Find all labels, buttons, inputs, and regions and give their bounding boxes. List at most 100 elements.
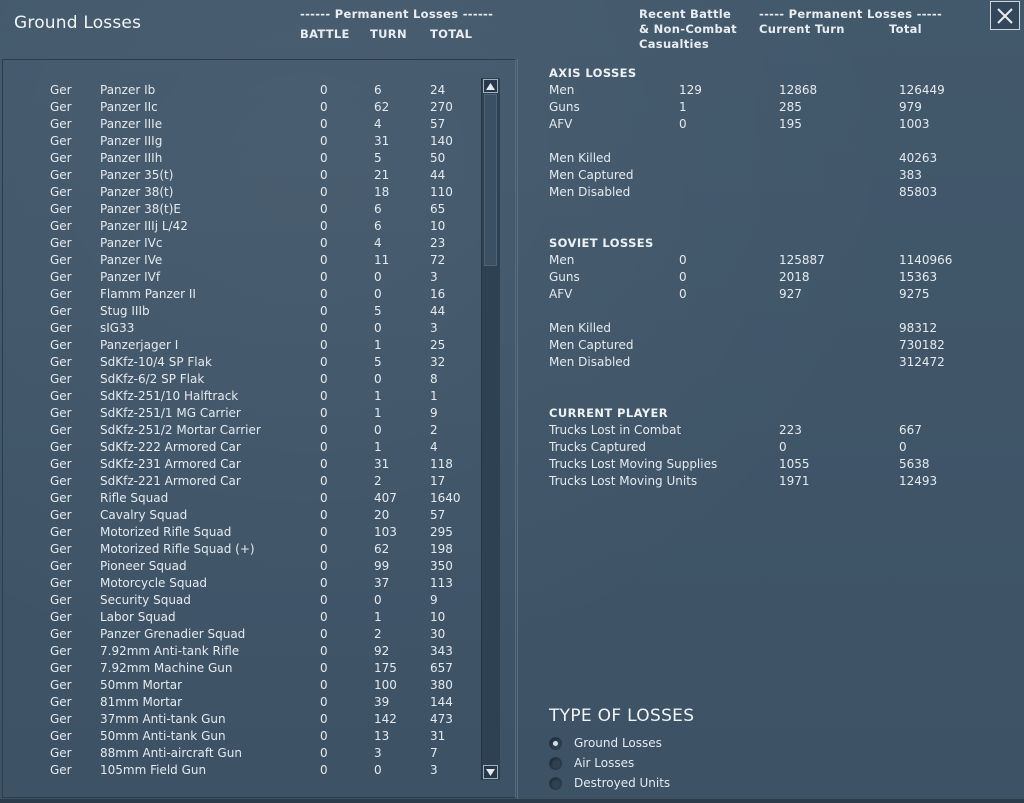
unit-turn-losses: 13	[374, 729, 390, 743]
scroll-thumb[interactable]	[484, 94, 497, 266]
unit-row[interactable]: Ger Panzer IVc 0 4 23	[2, 235, 482, 252]
unit-name: 37mm Anti-tank Gun	[100, 712, 226, 726]
unit-row[interactable]: Ger Motorized Rifle Squad 0 103 295	[2, 524, 482, 541]
unit-total-losses: 144	[430, 695, 453, 709]
detail-label: Men Killed	[549, 321, 612, 335]
unit-row[interactable]: Ger 81mm Mortar 0 39 144	[2, 694, 482, 711]
unit-battle-losses: 0	[320, 474, 328, 488]
unit-turn-losses: 1	[374, 389, 382, 403]
unit-row[interactable]: Ger SdKfz-251/1 MG Carrier 0 1 9	[2, 405, 482, 422]
truck-loss-label: Trucks Lost Moving Supplies	[549, 457, 718, 471]
unit-nation: Ger	[50, 678, 72, 692]
unit-name: Flamm Panzer II	[100, 287, 196, 301]
unit-row[interactable]: Ger Panzer 35(t) 0 21 44	[2, 167, 482, 184]
unit-total-losses: 295	[430, 525, 453, 539]
unit-battle-losses: 0	[320, 83, 328, 97]
unit-battle-losses: 0	[320, 219, 328, 233]
unit-row[interactable]: Ger Panzer IIIh 0 5 50	[2, 150, 482, 167]
radio-destroyed-units[interactable]: Destroyed Units	[549, 774, 749, 792]
unit-row[interactable]: Ger Motorized Rifle Squad (+) 0 62 198	[2, 541, 482, 558]
radio-button-icon[interactable]	[549, 737, 562, 750]
unit-row[interactable]: Ger 7.92mm Machine Gun 0 175 657	[2, 660, 482, 677]
loss-category: Men	[549, 83, 575, 97]
unit-name: Panzer IIIh	[100, 151, 163, 165]
unit-row[interactable]: Ger SdKfz-251/10 Halftrack 0 1 1	[2, 388, 482, 405]
unit-row[interactable]: Ger Panzerjager I 0 1 25	[2, 337, 482, 354]
unit-row[interactable]: Ger Security Squad 0 0 9	[2, 592, 482, 609]
recent-casualties: 0	[679, 117, 687, 131]
unit-row[interactable]: Ger Motorcycle Squad 0 37 113	[2, 575, 482, 592]
unit-row[interactable]: Ger 105mm Field Gun 0 0 3	[2, 762, 482, 779]
unit-turn-losses: 62	[374, 542, 390, 556]
unit-total-losses: 65	[430, 202, 446, 216]
unit-row[interactable]: Ger Pioneer Squad 0 99 350	[2, 558, 482, 575]
unit-row[interactable]: Ger Panzer 38(t) 0 18 110	[2, 184, 482, 201]
unit-total-losses: 3	[430, 763, 438, 777]
unit-total-losses: 16	[430, 287, 446, 301]
truck-loss-current: 223	[779, 423, 802, 437]
unit-name: Panzer IIc	[100, 100, 158, 114]
unit-row[interactable]: Ger Panzer IIc 0 62 270	[2, 99, 482, 116]
unit-name: SdKfz-221 Armored Car	[100, 474, 241, 488]
truck-loss-total: 667	[899, 423, 922, 437]
loss-category: Guns	[549, 270, 580, 284]
unit-row[interactable]: Ger SdKfz-222 Armored Car 0 1 4	[2, 439, 482, 456]
unit-row[interactable]: Ger sIG33 0 0 3	[2, 320, 482, 337]
unit-row[interactable]: Ger 7.92mm Anti-tank Rifle 0 92 343	[2, 643, 482, 660]
unit-row[interactable]: Ger SdKfz-10/4 SP Flak 0 5 32	[2, 354, 482, 371]
unit-row[interactable]: Ger Labor Squad 0 1 10	[2, 609, 482, 626]
unit-name: 50mm Anti-tank Gun	[100, 729, 226, 743]
unit-battle-losses: 0	[320, 389, 328, 403]
unit-row[interactable]: Ger Panzer IIIg 0 31 140	[2, 133, 482, 150]
unit-row[interactable]: Ger Panzer IVf 0 0 3	[2, 269, 482, 286]
scroll-down-button[interactable]	[483, 765, 498, 779]
close-button[interactable]	[990, 1, 1020, 30]
unit-battle-losses: 0	[320, 457, 328, 471]
unit-nation: Ger	[50, 627, 72, 641]
unit-nation: Ger	[50, 457, 72, 471]
unit-row[interactable]: Ger 50mm Anti-tank Gun 0 13 31	[2, 728, 482, 745]
unit-total-losses: 25	[430, 338, 446, 352]
unit-turn-losses: 103	[374, 525, 397, 539]
unit-nation: Ger	[50, 151, 72, 165]
unit-row[interactable]: Ger 37mm Anti-tank Gun 0 142 473	[2, 711, 482, 728]
scroll-up-button[interactable]	[483, 79, 498, 93]
unit-battle-losses: 0	[320, 542, 328, 556]
unit-name: Panzer Ib	[100, 83, 156, 97]
col-turn-header: TURN	[370, 27, 407, 41]
unit-row[interactable]: Ger SdKfz-231 Armored Car 0 31 118	[2, 456, 482, 473]
unit-row[interactable]: Ger Panzer IVe 0 11 72	[2, 252, 482, 269]
unit-total-losses: 44	[430, 168, 446, 182]
unit-name: Panzer 35(t)	[100, 168, 174, 182]
unit-turn-losses: 1	[374, 406, 382, 420]
unit-total-losses: 9	[430, 406, 438, 420]
unit-turn-losses: 20	[374, 508, 390, 522]
unit-list-scrollbar[interactable]	[481, 78, 500, 780]
unit-row[interactable]: Ger SdKfz-221 Armored Car 0 2 17	[2, 473, 482, 490]
unit-row[interactable]: Ger Panzer Ib 0 6 24	[2, 82, 482, 99]
unit-row[interactable]: Ger Flamm Panzer II 0 0 16	[2, 286, 482, 303]
radio-ground-losses[interactable]: Ground Losses	[549, 734, 749, 752]
radio-button-icon[interactable]	[549, 757, 562, 770]
unit-row[interactable]: Ger SdKfz-6/2 SP Flak 0 0 8	[2, 371, 482, 388]
unit-turn-losses: 6	[374, 83, 382, 97]
col-current-turn-header: Current Turn	[759, 22, 845, 36]
unit-row[interactable]: Ger Panzer IIIj L/42 0 6 10	[2, 218, 482, 235]
total-losses: 979	[899, 100, 922, 114]
unit-row[interactable]: Ger 50mm Mortar 0 100 380	[2, 677, 482, 694]
total-losses: 15363	[899, 270, 938, 284]
unit-battle-losses: 0	[320, 440, 328, 454]
radio-air-losses[interactable]: Air Losses	[549, 754, 749, 772]
unit-row[interactable]: Ger Rifle Squad 0 407 1640	[2, 490, 482, 507]
unit-row[interactable]: Ger 88mm Anti-aircraft Gun 0 3 7	[2, 745, 482, 762]
unit-row[interactable]: Ger Stug IIIb 0 5 44	[2, 303, 482, 320]
unit-row[interactable]: Ger Panzer IIIe 0 4 57	[2, 116, 482, 133]
unit-row[interactable]: Ger Cavalry Squad 0 20 57	[2, 507, 482, 524]
radio-button-icon[interactable]	[549, 777, 562, 790]
unit-name: SdKfz-251/2 Mortar Carrier	[100, 423, 261, 437]
unit-total-losses: 8	[430, 372, 438, 386]
unit-battle-losses: 0	[320, 678, 328, 692]
unit-row[interactable]: Ger SdKfz-251/2 Mortar Carrier 0 0 2	[2, 422, 482, 439]
unit-row[interactable]: Ger Panzer 38(t)E 0 6 65	[2, 201, 482, 218]
unit-row[interactable]: Ger Panzer Grenadier Squad 0 2 30	[2, 626, 482, 643]
